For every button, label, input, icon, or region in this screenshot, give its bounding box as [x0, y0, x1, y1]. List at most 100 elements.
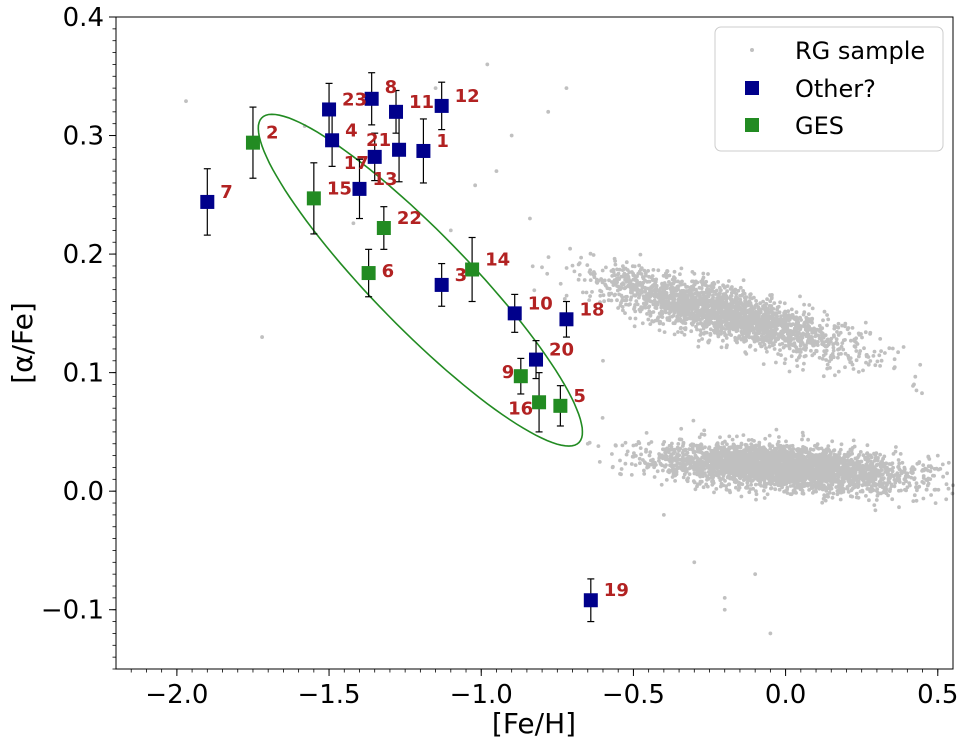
rg-sample-point [748, 295, 752, 300]
rg-sample-point [730, 285, 734, 289]
rg-sample-point [791, 330, 796, 335]
rg-sample-point [836, 352, 841, 356]
rg-sample-point [881, 472, 885, 477]
rg-sample-point [645, 465, 649, 470]
rg-sample-point [721, 338, 725, 343]
rg-sample-point [659, 482, 664, 487]
rg-sample-point [684, 317, 689, 322]
rg-sample-point [739, 494, 744, 499]
rg-sample-point [778, 300, 782, 305]
rg-sample-point [588, 268, 593, 273]
rg-sample-point [587, 298, 592, 302]
rg-sample-point [705, 298, 710, 302]
rg-sample-point [748, 301, 753, 306]
rg-sample-point [761, 362, 766, 366]
rg-sample-point [678, 280, 683, 285]
rg-sample-point [817, 323, 822, 328]
rg-sample-point [825, 343, 830, 348]
rg-sample-point [711, 280, 716, 285]
rg-sample-point [585, 263, 590, 267]
rg-sample-point [831, 345, 836, 350]
rg-sample-point [672, 269, 677, 274]
rg-sample-point [612, 273, 617, 278]
rg-sample-point [676, 318, 681, 323]
rg-sample-point [576, 277, 581, 282]
rg-sample-point [767, 314, 772, 319]
rg-sample-point [588, 271, 593, 276]
rg-sample-point [776, 445, 781, 449]
rg-sample-point [771, 307, 776, 311]
rg-sample-point [598, 293, 603, 298]
rg-sample-point [685, 289, 690, 294]
rg-sample-point [731, 288, 735, 293]
rg-sample-point [848, 356, 853, 360]
rg-sample-point [714, 473, 719, 478]
rg-sample-point [749, 309, 754, 314]
rg-sample-point [741, 289, 746, 293]
rg-sample-point [743, 350, 748, 355]
rg-sample-point [763, 462, 768, 467]
rg-sample-point [723, 439, 727, 444]
rg-sample-point [806, 312, 811, 316]
rg-sample-point [725, 469, 729, 474]
rg-sample-point [836, 369, 841, 374]
rg-sample-point [680, 296, 685, 300]
rg-sample-point [820, 487, 825, 492]
rg-sample-point [719, 302, 724, 306]
rg-sample-point [652, 475, 657, 479]
rg-sample-point [631, 454, 636, 459]
rg-sample-point [857, 453, 861, 457]
rg-sample-point [727, 488, 732, 493]
rg-sample-point [815, 333, 820, 338]
rg-sample-point [817, 328, 822, 333]
rg-sample-point [670, 281, 675, 286]
rg-sample-point [763, 308, 767, 313]
rg-sample-points [184, 62, 955, 636]
rg-sample-point [676, 330, 680, 334]
rg-sample-point [686, 311, 690, 316]
rg-sample-point [749, 482, 753, 487]
rg-sample-point [779, 314, 783, 318]
rg-sample-point [699, 286, 704, 291]
rg-sample-point [746, 308, 750, 313]
rg-sample-point [716, 470, 721, 474]
rg-sample-point [821, 374, 826, 379]
rg-sample-point [783, 457, 788, 462]
rg-sample-point [913, 374, 918, 379]
rg-sample-point [672, 321, 677, 326]
rg-sample-point [742, 291, 747, 296]
rg-sample-point [852, 344, 857, 349]
rg-sample-point [815, 343, 820, 347]
rg-sample-point [657, 452, 661, 456]
rg-sample-point [754, 492, 759, 497]
rg-sample-point [698, 321, 703, 326]
rg-sample-point [650, 284, 655, 289]
rg-sample-point [831, 355, 836, 360]
rg-sample-point [874, 451, 879, 456]
rg-sample-point [682, 282, 687, 287]
rg-sample-point [809, 481, 814, 486]
rg-sample-point [790, 455, 795, 460]
rg-sample-point [729, 301, 734, 306]
rg-sample-point [746, 438, 751, 442]
rg-sample-point [897, 488, 901, 493]
rg-sample-point [820, 357, 825, 361]
rg-sample-point [776, 304, 781, 309]
rg-sample-point [761, 327, 766, 332]
rg-sample-point [594, 280, 599, 284]
rg-sample-point [794, 358, 799, 363]
rg-sample-point [902, 470, 907, 474]
rg-sample-point [843, 321, 848, 326]
rg-sample-point [735, 434, 739, 439]
rg-sample-point [847, 331, 852, 336]
rg-sample-point [785, 324, 790, 329]
rg-sample-point [647, 274, 651, 279]
rg-sample-point [642, 285, 647, 290]
rg-sample-point [676, 307, 680, 312]
rg-sample-point [748, 487, 753, 491]
rg-sample-point [714, 487, 719, 491]
rg-sample-point [870, 461, 875, 466]
rg-sample-point [716, 280, 720, 284]
rg-sample-point [648, 322, 653, 326]
